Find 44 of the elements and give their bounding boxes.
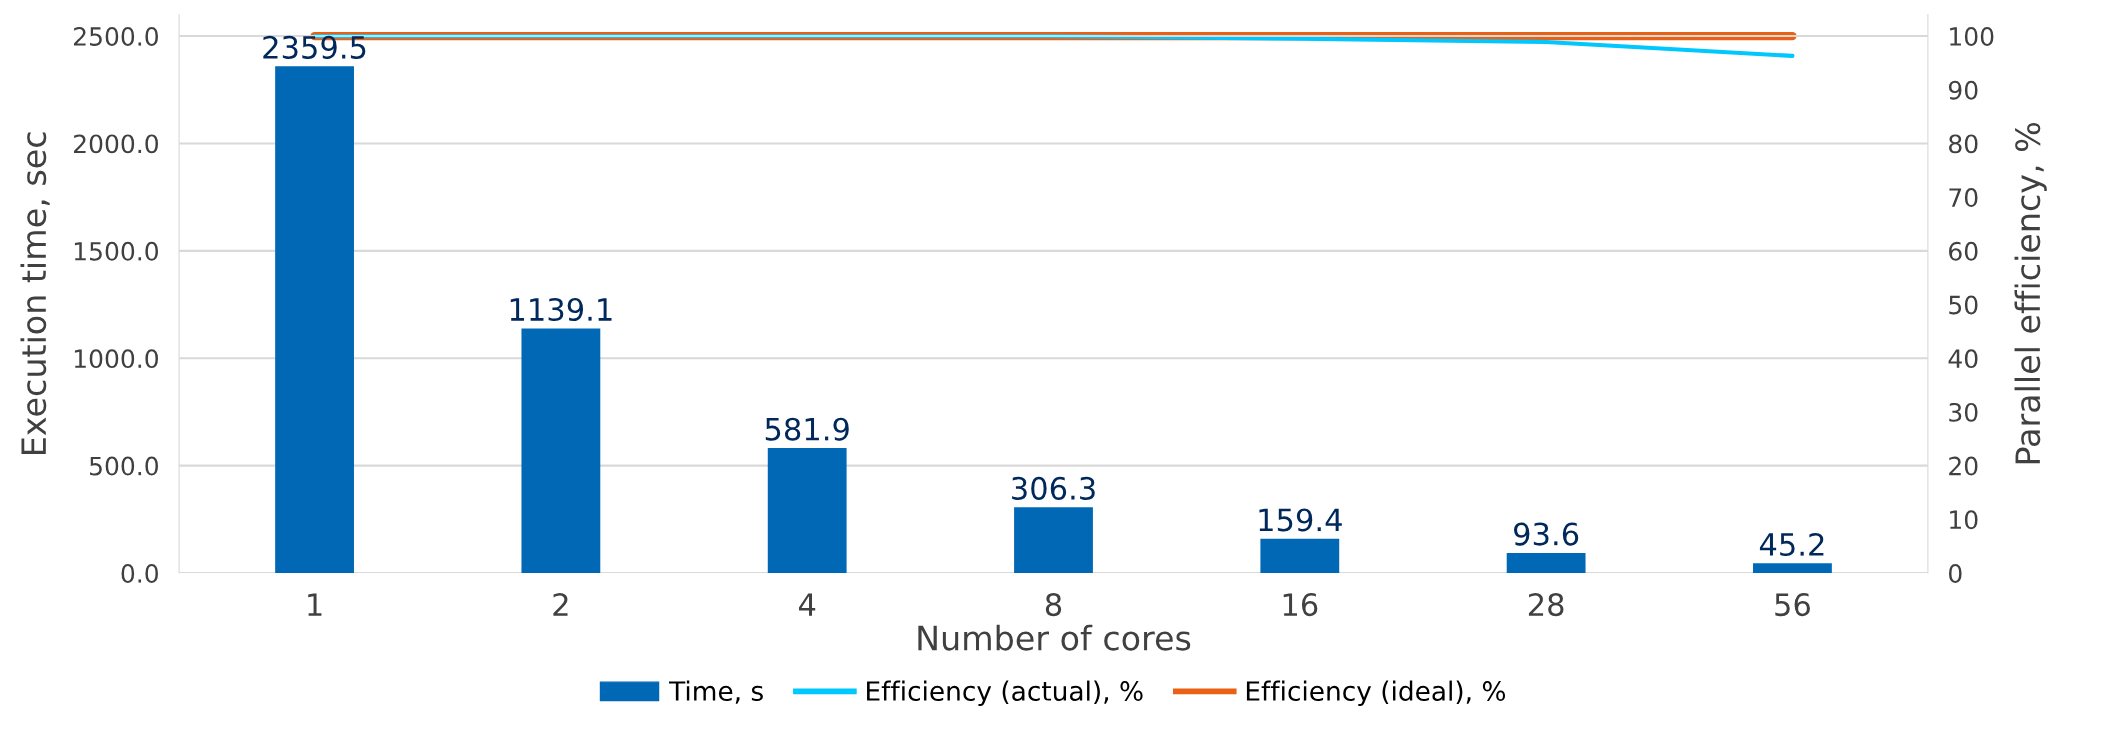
y2-tick-label: 10	[1950, 510, 1978, 530]
y-tick-label: 0.0	[121, 563, 158, 583]
data-label: 306.3	[1012, 476, 1095, 500]
data-label: 45.2	[1759, 532, 1824, 557]
y-tick-label: 1000.0	[74, 349, 158, 369]
y2-tick-label: 60	[1949, 241, 1978, 261]
bar	[1260, 538, 1340, 574]
bar	[1506, 552, 1586, 574]
bar	[1753, 563, 1832, 574]
data-label: 2359.5	[263, 35, 366, 59]
y-axis-title: Execution time, sec	[20, 132, 50, 454]
x-tick-label: 4	[798, 593, 816, 616]
y2-tick-label: 90	[1948, 80, 1978, 100]
y2-tick-label: 100	[1950, 27, 1994, 46]
y2-axis-title: Parallel efficiency, %	[2014, 122, 2047, 464]
bar	[1014, 507, 1093, 574]
y2-tick-label: 70	[1949, 188, 1978, 208]
y2-tick-label: 20	[1949, 456, 1978, 476]
y2-tick-label: 50	[1949, 295, 1978, 315]
legend-label: Efficiency (ideal), %	[1246, 680, 1506, 707]
data-label: 1139.1	[510, 297, 612, 322]
data-label: 581.9	[765, 417, 849, 441]
y2-tick-label: 40	[1948, 349, 1978, 369]
y-tick-label: 2000.0	[74, 134, 158, 154]
legend-label: Efficiency (actual), %	[867, 680, 1143, 707]
bar	[275, 66, 354, 574]
y-tick-label: 1500.0	[74, 241, 158, 261]
data-label: 93.6	[1514, 522, 1579, 546]
x-axis-title: Number of cores	[918, 624, 1191, 651]
y2-tick-label: 0	[1949, 563, 1962, 583]
x-tick-label: 2	[553, 593, 568, 616]
y-tick-label: 2500.0	[74, 27, 158, 46]
x-tick-label: 16	[1283, 593, 1318, 617]
data-label: 159.4	[1259, 508, 1342, 532]
bar	[521, 328, 601, 574]
x-tick-label: 56	[1775, 593, 1810, 617]
y-tick-label: 500.0	[90, 456, 158, 476]
x-tick-label: 28	[1528, 593, 1564, 617]
bar	[767, 448, 847, 574]
legend-label: Time, s	[669, 680, 763, 704]
x-tick-label: 8	[1045, 593, 1062, 617]
x-tick-label: 1	[308, 593, 322, 616]
y2-tick-label: 80	[1949, 134, 1978, 154]
y2-tick-label: 30	[1949, 402, 1978, 422]
